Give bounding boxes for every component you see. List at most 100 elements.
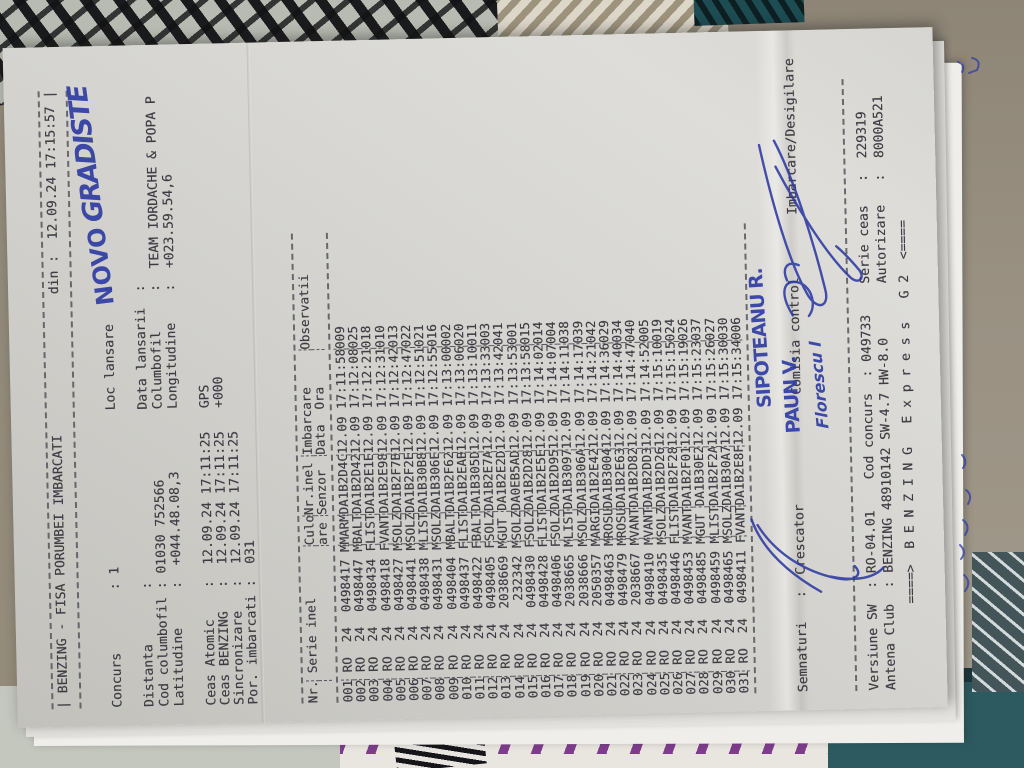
cell-nr: 009 [446,677,461,701]
cell-culoare: LIST [456,511,470,542]
cell-nr: 022 [618,673,632,697]
teal-fabric-top [693,0,805,26]
cell-nr: 020 [591,674,606,697]
cell-senzor: DA1B2DD3 [639,447,655,508]
cell-senzor: DA1B30B8 [415,452,430,513]
cell-nr: 019 [578,674,593,698]
cell-nr: 015 [525,675,540,699]
cell-culoare: SOLZ [390,513,404,544]
striped-fabric-right [972,552,1024,692]
cell-senzor: DA1B306A [573,448,589,510]
cell-senzor: DA1B2D42 [349,453,364,515]
cell-culoare: ARGI [588,508,602,539]
cell-senzor: DA1B2D95 [547,449,562,510]
cell-senzor: DA1B2E2D [494,450,509,511]
cell-culoare: LIST [535,509,550,541]
cell-culoare: SOLZ [403,512,418,544]
cell-nr: 001 [340,679,355,703]
cell-nr: 023 [631,673,646,697]
cell-senzor: DA1B2E98 [375,453,391,514]
cell-senzor: DA1B3004 [599,448,615,509]
cell-senzor: DA1B2E42 [586,448,602,509]
col-header-nr: Nr. [306,680,320,704]
cell-nr: 025 [657,672,672,696]
cell-culoare: LIST [667,506,682,538]
cell-senzor: DA1B2E5E [533,449,549,511]
cell-nr: 027 [684,672,698,695]
cell-culoare: SOLZ [720,505,734,536]
cell-culoare: LIST [706,505,721,537]
cell-senzor: DA1B30E2 [692,446,707,507]
col-header-serie-2 [316,544,333,681]
cell-nr: 017 [552,675,566,698]
cell-nr: 028 [697,671,712,695]
cell-nr: 031 [736,670,751,694]
cell-culoare: LIST [561,509,576,540]
cell-senzor: DA1B2D26 [652,446,668,508]
cell-senzor: DA1B305D [467,451,483,512]
cell-culoare: GUT [495,510,510,542]
cell-nr: 006 [406,678,421,702]
cell-culoare: ROSU [601,508,616,539]
col-header-senzor: Nr.inel [300,454,316,516]
cell-nr: 018 [565,674,580,698]
cell-senzor: DA1B2E8F [731,445,747,506]
cell-nr: 008 [433,677,448,701]
cell-senzor: DA1B2F2A [705,445,721,507]
cell-culoare: SOLZ [429,512,444,543]
cell-senzor: DA1B2EAB [454,451,470,512]
cell-nr: 016 [538,675,553,699]
cell-senzor: DA1B30A7 [718,445,734,506]
table-rows: 001 RO 24 0498417 M MARM DA1B2D4C 12.09 … [332,265,751,703]
cell-culoare: SOLZ [654,507,668,538]
cell-senzor: DA1B2D28 [520,449,536,511]
cell-nr: 029 [710,671,725,695]
cell-senzor: DA1B2E1E [362,453,377,514]
cell-culoare: SOLZ [548,509,563,540]
cell-nr: 021 [604,673,619,697]
benzing-express-line: ====> B E N Z I N G E x p r e s s G 2 <=… [895,220,922,690]
cell-culoare: GUT [693,506,708,537]
cell-culoare: ROSU [614,508,629,539]
document-page: | BENZING - FISA PORUMBEI IMBARCATI din … [2,27,948,728]
col-header-culoare-2: are [315,514,330,546]
cell-culoare: VANT [733,505,748,536]
col-header-imbarcare-2: Data Ora [311,349,328,455]
handwritten-word: NOVO [82,225,120,308]
cell-culoare: VANT [680,506,695,537]
cell-senzor: DA1B2F28 [665,446,681,508]
cell-culoare: SOLZ [574,508,589,540]
cell-senzor: DA1B2F62 [441,451,457,513]
cell-senzor: DA1B2E7A [481,450,496,512]
cell-culoare: SOLZ [522,510,536,541]
cell-culoare: SOLZ [508,510,523,541]
cell-nr: 026 [670,672,685,696]
col-header-senzor-2: Senzor [314,454,329,516]
cell-senzor: DA1B306E [428,452,443,513]
cell-senzor: DA1B2E63 [613,447,628,509]
handwritten-name-florescu: Florescu I [805,340,833,429]
cell-senzor: DA1B3097 [560,449,575,510]
cell-culoare: BALT [442,511,457,543]
cell-observatii: 006 [727,317,743,341]
cell-senzor: DA1B2D4C [335,454,351,515]
cell-culoare: LIST [416,512,431,543]
cell-culoare: SOLZ [482,510,497,542]
cell-serie-inel: RO 24 0498411 F [733,535,751,672]
cell-nr: 003 [367,679,382,703]
cell-nr: 011 [472,676,487,700]
cell-nr: 002 [354,679,368,703]
cell-culoare: MARM [337,514,352,545]
cell-culoare: LIST [363,513,378,545]
col-header-nr-2 [319,680,333,704]
cell-senzor: DA1B2D82 [626,447,641,509]
col-header-observatii-2 [310,274,325,350]
info-line-concurs: Concurs : 1 Loc lansare : [100,285,126,708]
cell-nr: 005 [393,678,408,702]
cell-culoare: VANT [376,513,391,544]
cell-senzor: DA1B2F7B [388,452,404,514]
cell-senzor: DA0EB5AD [507,450,523,511]
cell-culoare: BALT [469,511,484,542]
cell-nr: 014 [512,675,527,699]
